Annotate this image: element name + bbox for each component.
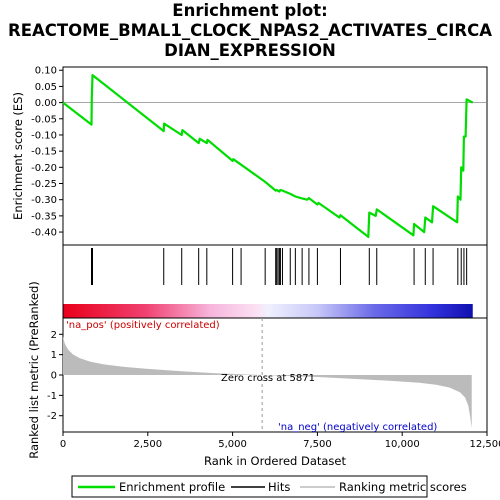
es-y-tick-label: -0.05 bbox=[31, 114, 57, 125]
es-y-tick-label: -0.35 bbox=[31, 211, 57, 222]
enrichment-profile-line bbox=[62, 73, 474, 238]
es-y-tick-label: -0.30 bbox=[31, 195, 57, 206]
ranking-y-tick-label: 0 bbox=[51, 371, 57, 382]
legend-ranking-label: Ranking metric scores bbox=[339, 480, 467, 494]
legend-profile-label: Enrichment profile bbox=[119, 480, 225, 494]
legend-hits-label: Hits bbox=[268, 480, 290, 494]
ranking-y-tick-label: 2 bbox=[51, 330, 57, 341]
es-y-tick-label: 0.10 bbox=[35, 66, 57, 77]
x-tick-label: 12,500 bbox=[470, 439, 500, 450]
chart-title: Enrichment plot: REACTOME_BMAL1_CLOCK_NP… bbox=[0, 1, 500, 61]
x-tick-label: 5,000 bbox=[218, 439, 247, 450]
ranking-y-tick-label: 1 bbox=[51, 350, 57, 361]
x-tick-label: 0 bbox=[60, 439, 66, 450]
es-y-tick-label: -0.15 bbox=[31, 147, 57, 158]
neg-correlated-label: 'na_neg' (negatively correlated) bbox=[278, 422, 437, 433]
ranking-y-tick-label: -2 bbox=[47, 411, 57, 422]
title-line-2: REACTOME_BMAL1_CLOCK_NPAS2_ACTIVATES_CIR… bbox=[8, 21, 492, 40]
x-tick-label: 2,500 bbox=[133, 439, 162, 450]
x-tick-label: 10,000 bbox=[385, 439, 420, 450]
es-y-tick-label: 0.00 bbox=[35, 98, 57, 109]
title-line-3: DIAN_EXPRESSION bbox=[164, 41, 336, 60]
zero-cross-label: Zero cross at 5871 bbox=[221, 373, 315, 384]
es-y-tick-label: -0.40 bbox=[31, 228, 57, 239]
ranking-color-bar bbox=[63, 304, 473, 318]
es-y-tick-label: -0.25 bbox=[31, 179, 57, 190]
pos-correlated-label: 'na_pos' (positively correlated) bbox=[66, 320, 220, 331]
title-line-1: Enrichment plot: bbox=[172, 1, 328, 20]
x-axis-label: Rank in Ordered Dataset bbox=[204, 454, 347, 468]
ranking-y-axis-label: Ranked list metric (PreRanked) bbox=[27, 281, 41, 459]
es-y-tick-label: -0.20 bbox=[31, 163, 57, 174]
x-tick-label: 7,500 bbox=[303, 439, 332, 450]
es-y-axis-label: Enrichment score (ES) bbox=[11, 92, 25, 220]
es-y-tick-label: 0.05 bbox=[35, 82, 57, 93]
es-panel-frame bbox=[62, 66, 488, 246]
es-y-tick-label: -0.10 bbox=[31, 130, 57, 141]
ranking-y-tick-label: -1 bbox=[47, 391, 57, 402]
